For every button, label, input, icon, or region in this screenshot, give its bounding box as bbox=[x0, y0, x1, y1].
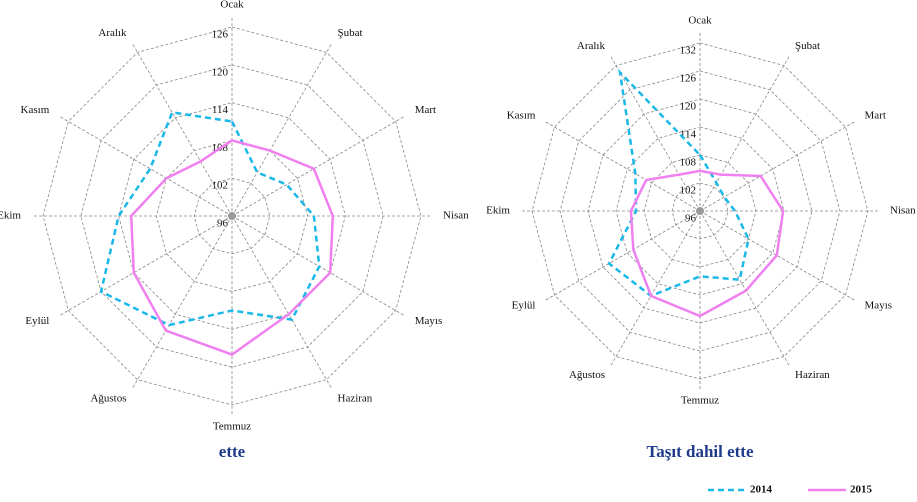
r-tick-label: 102 bbox=[212, 180, 229, 192]
axis-line bbox=[231, 43, 332, 217]
series-line bbox=[129, 139, 335, 356]
grid-ring bbox=[118, 102, 346, 330]
category-label: Mayıs bbox=[415, 315, 443, 327]
category-label: Mayıs bbox=[865, 300, 893, 312]
category-label: Eylül bbox=[512, 300, 536, 312]
r-tick-label: 120 bbox=[212, 66, 229, 78]
category-label: Temmuz bbox=[213, 421, 251, 433]
category-label: Ağustos bbox=[90, 392, 126, 404]
category-label: Kasım bbox=[507, 110, 536, 122]
category-label: Kasım bbox=[21, 104, 50, 116]
center-dot bbox=[696, 207, 704, 215]
r-tick-label: 102 bbox=[680, 185, 697, 197]
axis-line bbox=[59, 116, 233, 217]
r-tick-label: 96 bbox=[217, 218, 229, 230]
chart-title: Taşıt dahil ette bbox=[646, 442, 754, 461]
category-label: Ocak bbox=[220, 0, 244, 11]
grid-ring bbox=[42, 26, 422, 406]
category-label: Nisan bbox=[443, 210, 469, 222]
r-tick-label: 96 bbox=[685, 213, 697, 225]
category-label: Eylül bbox=[25, 315, 49, 327]
series-line bbox=[629, 169, 785, 318]
axis-line bbox=[132, 43, 233, 217]
r-tick-label: 108 bbox=[680, 157, 697, 169]
category-label: Haziran bbox=[338, 392, 373, 404]
category-label: Nisan bbox=[890, 205, 916, 217]
category-label: Aralık bbox=[577, 40, 606, 52]
legend-label: 2014 bbox=[750, 484, 773, 496]
r-tick-label: 132 bbox=[680, 45, 697, 57]
category-label: Mart bbox=[415, 104, 436, 116]
r-tick-label: 120 bbox=[680, 101, 697, 113]
axis-line bbox=[59, 215, 233, 316]
series-line bbox=[607, 68, 750, 298]
category-label: Haziran bbox=[795, 369, 830, 381]
axis-line bbox=[231, 116, 405, 217]
axis-line bbox=[610, 210, 701, 366]
axis-line bbox=[231, 215, 405, 316]
r-tick-label: 126 bbox=[212, 29, 229, 41]
axis-line bbox=[231, 215, 332, 389]
category-label: Ekim bbox=[486, 205, 510, 217]
r-tick-label: 114 bbox=[680, 129, 697, 141]
axis-line bbox=[132, 215, 233, 389]
series-line bbox=[99, 110, 321, 327]
legend-label: 2015 bbox=[850, 484, 873, 496]
category-label: Ekim bbox=[0, 210, 21, 222]
r-tick-label: 114 bbox=[212, 104, 229, 116]
category-label: Ağustos bbox=[569, 369, 605, 381]
category-label: Şubat bbox=[795, 40, 820, 52]
category-label: Mart bbox=[865, 110, 886, 122]
category-label: Temmuz bbox=[681, 395, 719, 407]
chart-title: ette bbox=[219, 442, 246, 461]
category-label: Ocak bbox=[688, 15, 712, 27]
category-label: Şubat bbox=[338, 27, 363, 39]
center-dot bbox=[228, 212, 236, 220]
r-tick-label: 126 bbox=[680, 73, 697, 85]
category-label: Aralık bbox=[98, 27, 127, 39]
grid-ring bbox=[615, 126, 785, 296]
